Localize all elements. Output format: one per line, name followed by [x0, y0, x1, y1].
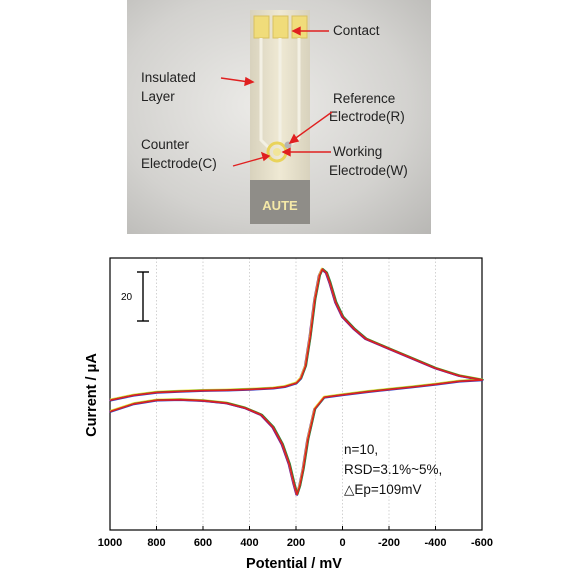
x-tick-label: 200	[287, 537, 305, 549]
arrow-insulated	[220, 77, 250, 83]
electrode-photo: AUTE Contact Insulated Layer Reference E…	[127, 0, 431, 234]
x-tick-label: 0	[339, 537, 345, 549]
x-tick-label: 600	[194, 537, 212, 549]
arrow-reference	[292, 111, 333, 141]
arrow-working-head	[281, 147, 291, 157]
x-tick-label: -600	[471, 537, 493, 549]
label-reference-2: Electrode(R)	[329, 109, 405, 124]
arrow-contact-head	[291, 26, 301, 36]
brand-label: AUTE	[262, 198, 298, 213]
annotation-line-3: △Ep=109mV	[344, 482, 422, 497]
label-insulated-2: Layer	[141, 89, 175, 104]
cv-series-line	[110, 268, 484, 496]
scale-bar	[137, 271, 149, 322]
arrow-counter-head	[260, 151, 271, 162]
label-working-2: Electrode(W)	[329, 163, 408, 178]
arrow-counter	[232, 156, 266, 167]
x-tick-label: 800	[147, 537, 165, 549]
strip-base	[250, 180, 310, 224]
cv-chart: 1000 800 600 400 200 0 -200 -400 -600 20 n=10, R…	[84, 257, 493, 572]
label-contact: Contact	[333, 23, 380, 38]
x-tick-label: -400	[424, 537, 446, 549]
x-axis-label: Potential / mV	[246, 556, 342, 572]
contact-pad-1	[253, 15, 270, 39]
trace-reference	[288, 38, 301, 148]
annotation-line-1: n=10,	[344, 442, 378, 457]
arrow-insulated-head	[244, 76, 255, 87]
x-axis-ticks: 1000 800 600 400 200 0 -200 -400 -600	[98, 526, 493, 549]
trace-counter	[259, 38, 271, 150]
label-counter-2: Electrode(C)	[141, 156, 217, 171]
y-axis-label: Current / μA	[84, 353, 100, 437]
arrow-reference-head	[288, 133, 300, 145]
label-working-1: Working	[333, 144, 382, 159]
working-electrode-dot	[273, 148, 281, 156]
label-insulated-1: Insulated	[141, 70, 196, 85]
scale-bar-label: 20	[121, 292, 133, 303]
x-tick-label: 400	[240, 537, 258, 549]
x-tick-label: -200	[378, 537, 400, 549]
cv-curves	[109, 267, 484, 496]
label-reference-1: Reference	[333, 91, 395, 106]
annotation-line-2: RSD=3.1%~5%,	[344, 462, 442, 477]
x-tick-label: 1000	[98, 537, 122, 549]
label-counter-1: Counter	[141, 137, 190, 152]
contact-pad-2	[272, 15, 289, 39]
